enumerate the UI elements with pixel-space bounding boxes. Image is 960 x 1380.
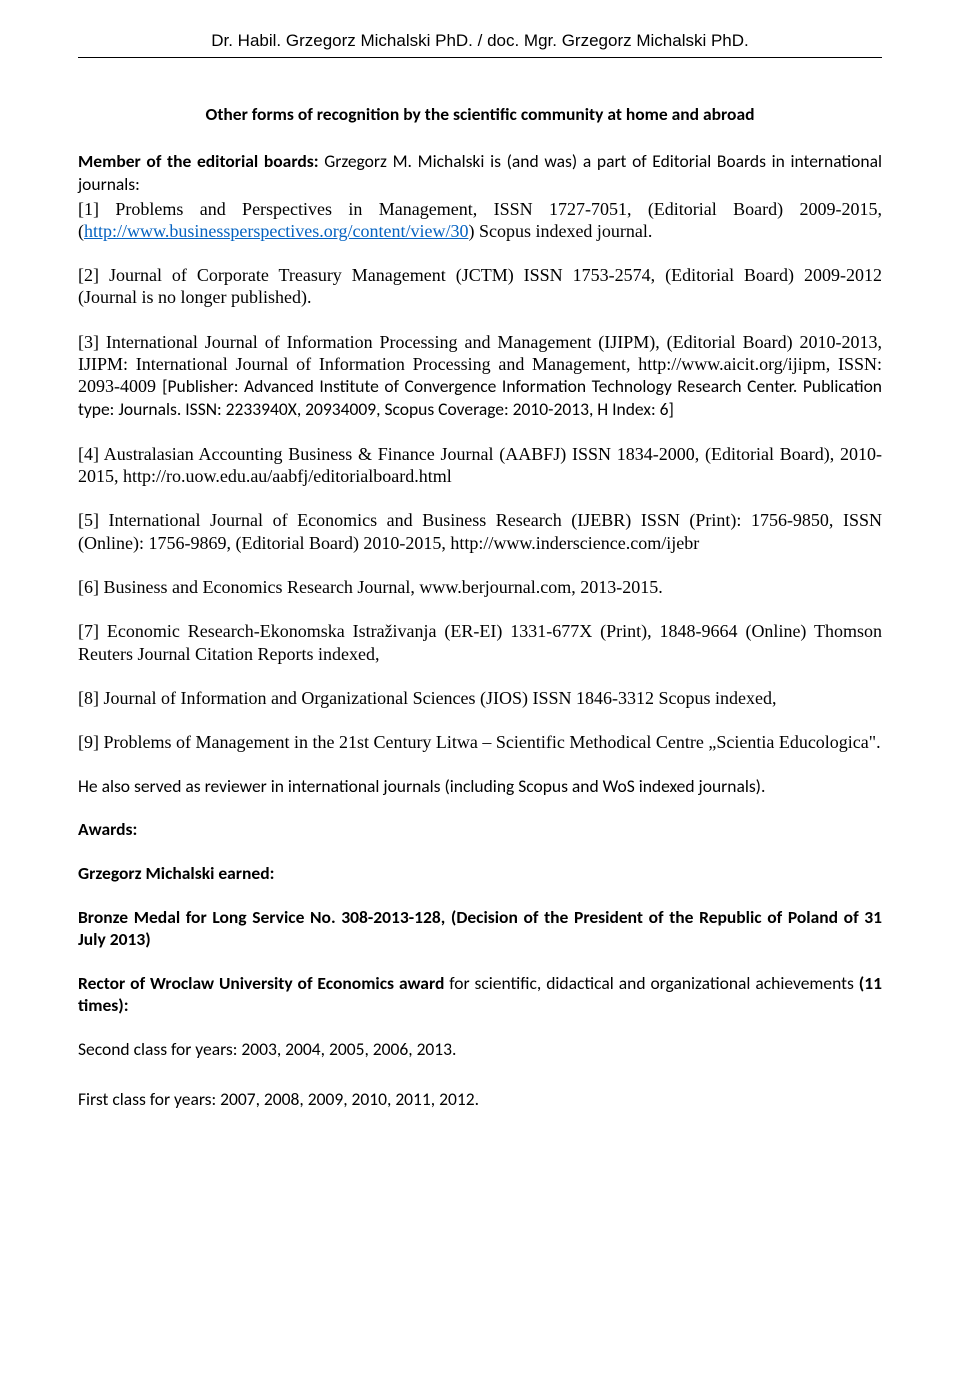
section-title: Other forms of recognition by the scient…	[78, 104, 882, 126]
rector-mid: for scientific, didactical and organizat…	[444, 972, 858, 994]
awards-label: Awards:	[78, 819, 882, 841]
intro-bold: Member of the editorial boards:	[78, 150, 324, 172]
item-5: [5] International Journal of Economics a…	[78, 509, 882, 554]
item-9: [9] Problems of Management in the 21st C…	[78, 731, 882, 753]
item-8: [8] Journal of Information and Organizat…	[78, 687, 882, 709]
bronze-medal: Bronze Medal for Long Service No. 308-20…	[78, 907, 882, 951]
item-7: [7] Economic Research-Ekonomska Istraživ…	[78, 620, 882, 665]
first-class: First class for years: 2007, 2008, 2009,…	[78, 1089, 882, 1111]
item-1-after: ) Scopus indexed journal.	[468, 221, 652, 241]
rector-bold-1: Rector of Wroclaw University of Economic…	[78, 972, 444, 994]
item-3-calibri: [Publisher: Advanced Institute of Conver…	[78, 375, 882, 420]
item-6: [6] Business and Economics Research Jour…	[78, 576, 882, 598]
item-1: [1] Problems and Perspectives in Managem…	[78, 198, 882, 243]
page-header: Dr. Habil. Grzegorz Michalski PhD. / doc…	[78, 30, 882, 51]
header-rule	[78, 57, 882, 58]
document-page: Dr. Habil. Grzegorz Michalski PhD. / doc…	[0, 0, 960, 1380]
earned-line: Grzegorz Michalski earned:	[78, 863, 882, 885]
item-4: [4] Australasian Accounting Business & F…	[78, 443, 882, 488]
item-3: [3] International Journal of Information…	[78, 331, 882, 421]
reviewer-line: He also served as reviewer in internatio…	[78, 776, 882, 798]
intro-paragraph: Member of the editorial boards: Grzegorz…	[78, 150, 882, 195]
item-1-link[interactable]: http://www.businessperspectives.org/cont…	[84, 221, 468, 241]
rector-award: Rector of Wroclaw University of Economic…	[78, 973, 882, 1017]
second-class: Second class for years: 2003, 2004, 2005…	[78, 1039, 882, 1061]
item-2: [2] Journal of Corporate Treasury Manage…	[78, 264, 882, 309]
